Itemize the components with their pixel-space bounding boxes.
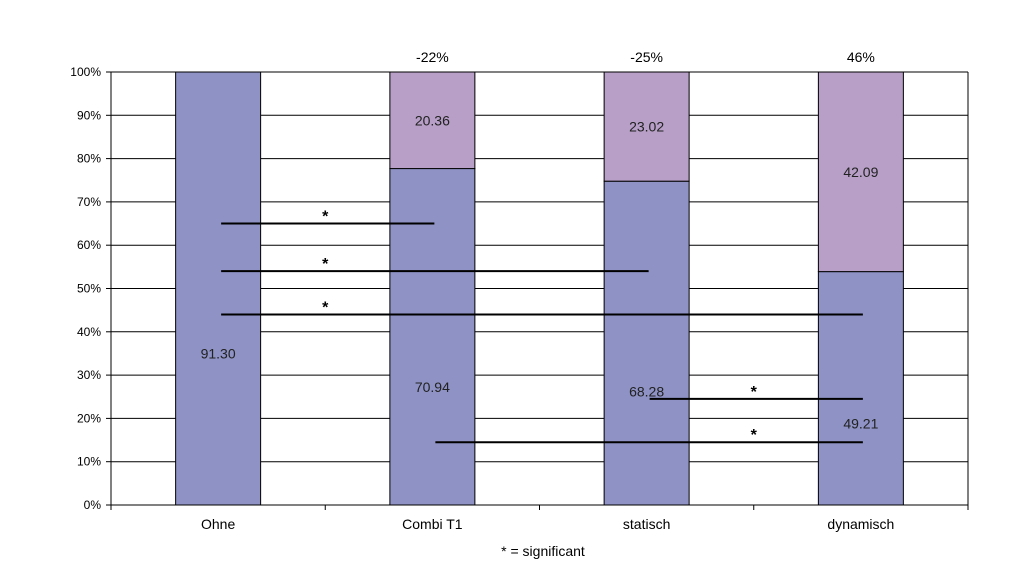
significance-star: * xyxy=(322,299,329,316)
change-label: -22% xyxy=(416,49,449,65)
data-label: 20.36 xyxy=(415,112,450,128)
bars xyxy=(175,71,904,506)
data-label: 91.30 xyxy=(201,345,236,361)
change-label: 46% xyxy=(847,49,875,65)
y-tick-label: 0% xyxy=(84,498,102,512)
change-label: -25% xyxy=(630,49,663,65)
data-label: 49.21 xyxy=(843,415,878,431)
bar-segment-statisch-2 xyxy=(603,71,690,182)
data-label: 23.02 xyxy=(629,119,664,135)
data-label: 70.94 xyxy=(415,379,450,395)
y-tick-label: 80% xyxy=(77,152,101,166)
bar-segment-statisch-1 xyxy=(603,180,690,506)
y-tick-label: 100% xyxy=(70,65,101,79)
y-tick-label: 30% xyxy=(77,368,101,382)
significance-star: * xyxy=(322,209,329,226)
significance-markers: * * * * * xyxy=(221,209,863,444)
bar-segment-combi-t1-2 xyxy=(389,71,476,170)
axes: 0% 10% 20% 30% 40% 50% 60% 70% 80% 90% 100% Ohne Com… xyxy=(70,65,969,532)
bar-segment-dynamisch-1 xyxy=(817,271,904,506)
footnote: * = significant xyxy=(501,543,585,559)
bar-segment-ohne-1 xyxy=(175,71,262,506)
x-tick-label: Combi T1 xyxy=(402,516,463,532)
y-tick-label: 50% xyxy=(77,282,101,296)
data-labels: 91.30 70.94 20.36 -22% 68.28 23.02 -25% 49.21 42… xyxy=(201,49,879,431)
bar-segment-combi-t1-1 xyxy=(389,168,476,506)
y-tick-label: 40% xyxy=(77,325,101,339)
significance-star: * xyxy=(751,384,758,401)
significance-star: * xyxy=(751,427,758,444)
y-tick-label: 10% xyxy=(77,455,101,469)
x-tick-label: statisch xyxy=(623,516,670,532)
x-tick-label: dynamisch xyxy=(827,516,894,532)
y-tick-label: 20% xyxy=(77,411,101,425)
data-label: 68.28 xyxy=(629,384,664,400)
bar-segment-dynamisch-2 xyxy=(817,71,904,273)
y-tick-label: 70% xyxy=(77,195,101,209)
significance-star: * xyxy=(322,256,329,273)
data-label: 42.09 xyxy=(843,164,878,180)
y-tick-label: 90% xyxy=(77,108,101,122)
x-tick-label: Ohne xyxy=(201,516,235,532)
y-tick-label: 60% xyxy=(77,238,101,252)
